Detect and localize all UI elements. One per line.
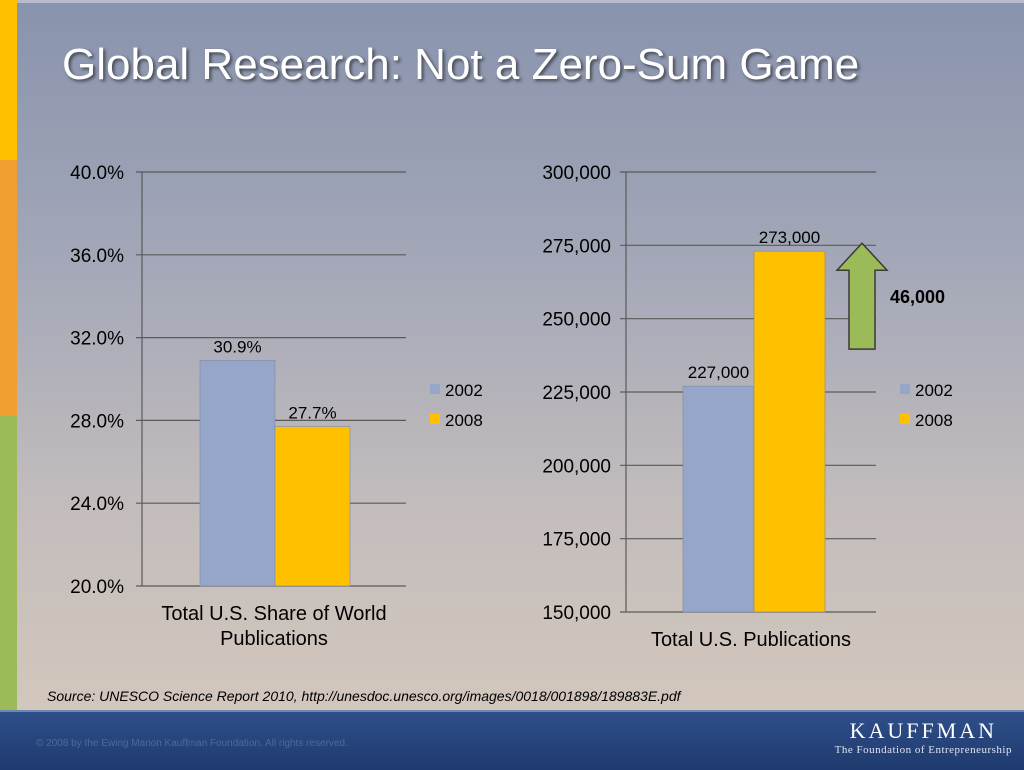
y-tick-label: 36.0% — [70, 246, 124, 267]
x-category-label: Publications — [220, 628, 328, 650]
y-tick-label: 175,000 — [542, 530, 611, 551]
copyright-notice: © 2008 by the Ewing Marion Kauffman Foun… — [36, 738, 348, 749]
accent-stripe-orange — [0, 160, 17, 416]
y-tick-label: 40.0% — [70, 163, 124, 184]
source-citation: Source: UNESCO Science Report 2010, http… — [47, 688, 681, 704]
legend-label-2008: 2008 — [915, 411, 953, 430]
footer-bar: © 2008 by the Ewing Marion Kauffman Foun… — [0, 710, 1024, 770]
accent-stripe-yellow — [0, 0, 17, 160]
legend-label-2008: 2008 — [445, 411, 483, 430]
y-tick-label: 20.0% — [70, 577, 124, 598]
y-tick-label: 225,000 — [542, 383, 611, 404]
legend-label-2002: 2002 — [445, 381, 483, 400]
x-category-label: Total U.S. Share of World — [161, 603, 386, 625]
bar-2008 — [274, 426, 351, 587]
kauffman-logo: KAUFFMAN The Foundation of Entrepreneurs… — [835, 718, 1012, 756]
legend-swatch-2002 — [430, 384, 440, 394]
accent-stripe-green — [0, 416, 17, 710]
data-label-2002: 227,000 — [688, 363, 749, 382]
legend-swatch-2008 — [900, 414, 910, 424]
bar-2008 — [753, 250, 826, 613]
y-tick-label: 300,000 — [542, 163, 611, 184]
y-tick-label: 32.0% — [70, 329, 124, 350]
data-label-2008: 273,000 — [759, 228, 820, 247]
y-tick-label: 24.0% — [70, 494, 124, 515]
y-tick-label: 275,000 — [542, 236, 611, 257]
bar-2002 — [682, 385, 755, 613]
logo-name: KAUFFMAN — [849, 718, 998, 743]
top-border — [17, 0, 1024, 3]
increase-arrow-icon — [835, 242, 889, 350]
legend-swatch-2002 — [900, 384, 910, 394]
increase-annotation-label: 46,000 — [890, 287, 945, 307]
y-tick-label: 200,000 — [542, 456, 611, 477]
us-publications-chart: 150,000 175,000 200,000 225,000 250,000 275,0… — [542, 163, 953, 651]
y-tick-label: 150,000 — [542, 603, 611, 624]
legend-label-2002: 2002 — [915, 381, 953, 400]
data-label-2002: 30.9% — [213, 337, 261, 356]
y-tick-label: 28.0% — [70, 411, 124, 432]
legend-swatch-2008 — [430, 414, 440, 424]
y-tick-label: 250,000 — [542, 310, 611, 331]
logo-tagline: The Foundation of Entrepreneurship — [834, 744, 1012, 756]
data-label-2008: 27.7% — [288, 404, 336, 423]
slide-title: Global Research: Not a Zero-Sum Game — [62, 40, 860, 89]
us-share-chart: 20.0% 24.0% 28.0% 32.0% 36.0% 40.0% 30.9% 27.7%… — [70, 163, 483, 650]
x-category-label: Total U.S. Publications — [651, 629, 851, 651]
